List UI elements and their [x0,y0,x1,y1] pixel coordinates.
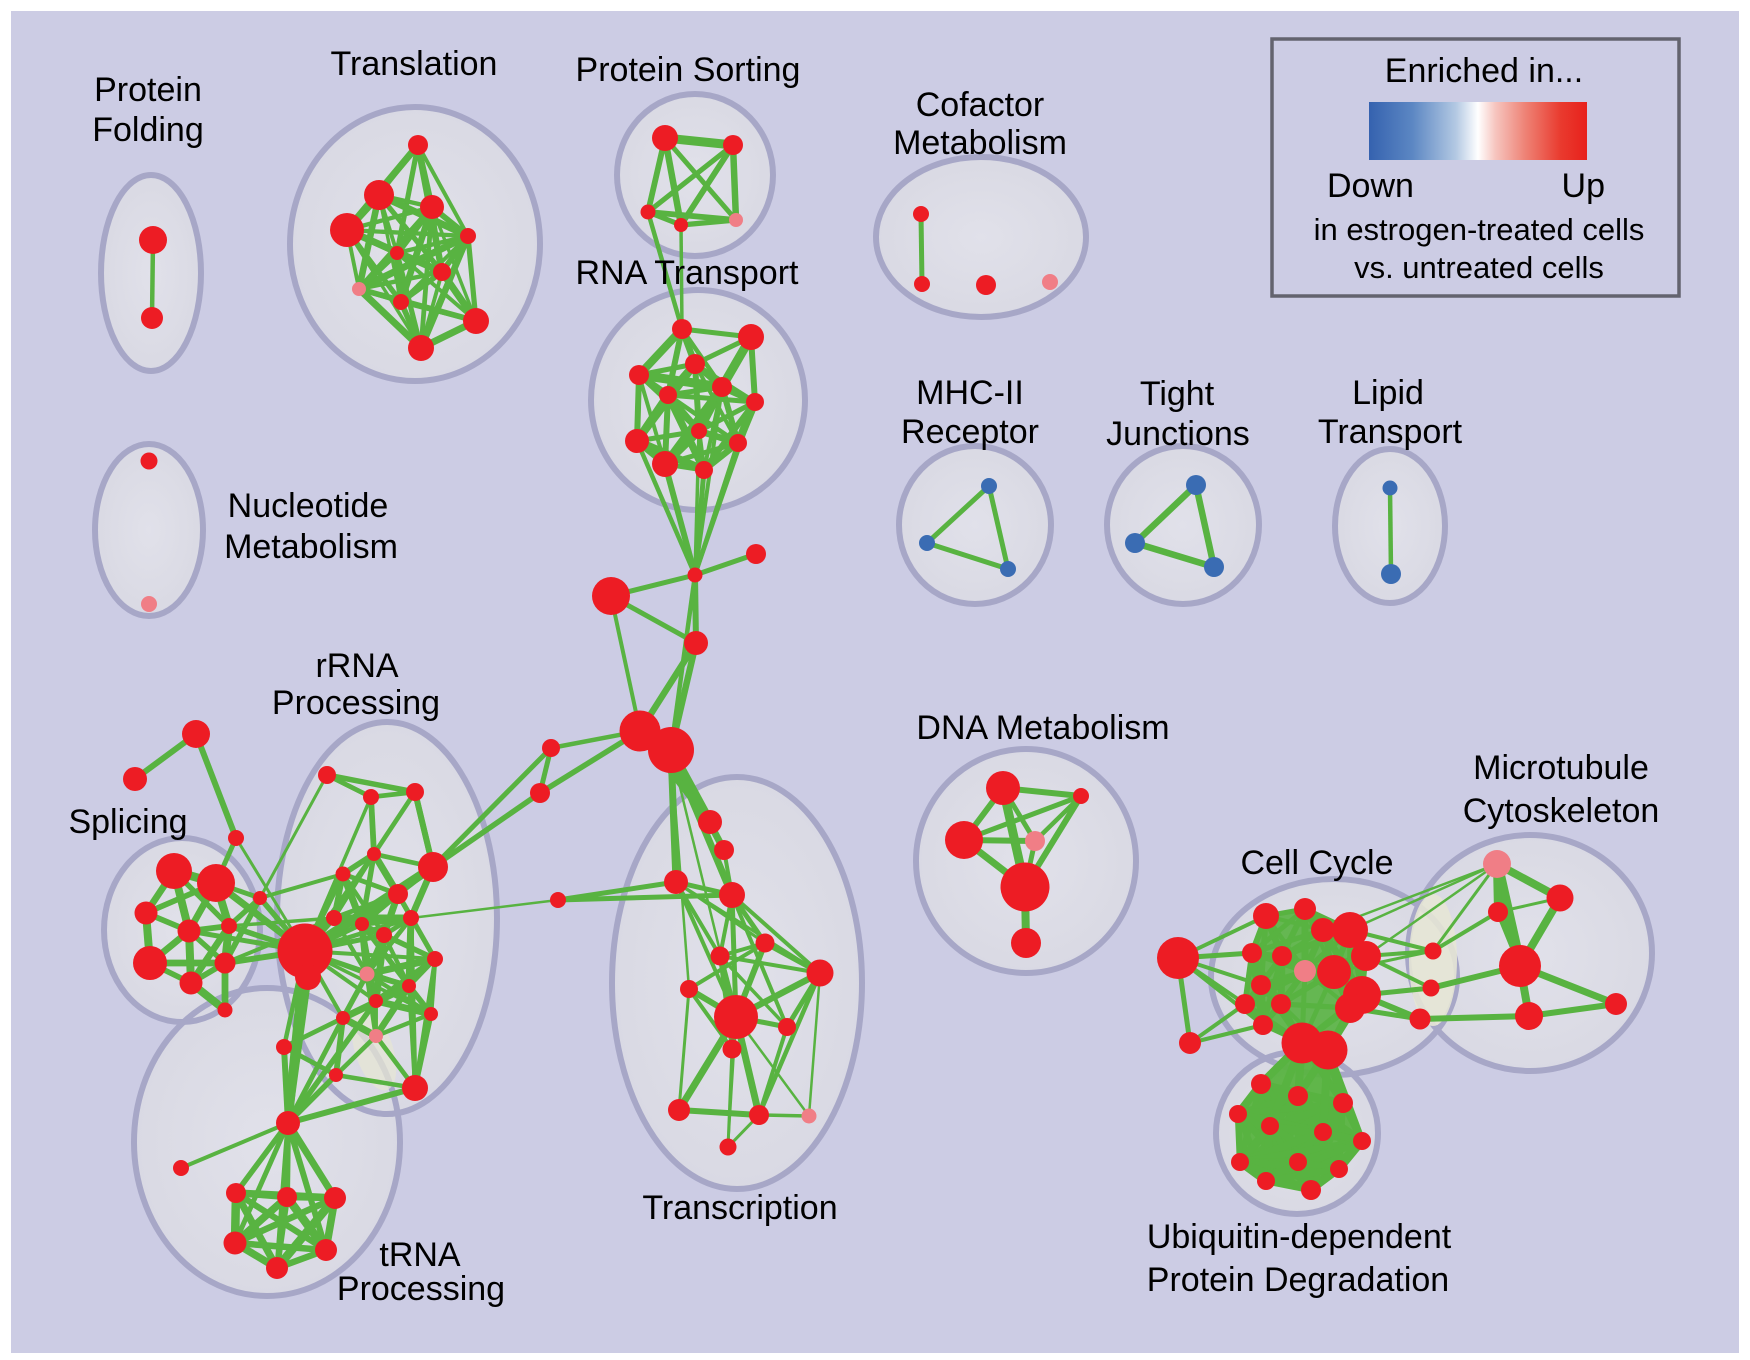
svg-text:RNA Transport: RNA Transport [576,254,800,292]
svg-text:vs. untreated cells: vs. untreated cells [1354,250,1604,285]
svg-text:Receptor: Receptor [901,413,1039,451]
svg-text:Protein: Protein [94,71,202,109]
svg-text:in estrogen-treated cells: in estrogen-treated cells [1314,212,1645,247]
svg-text:Splicing: Splicing [68,803,187,841]
svg-text:Transcription: Transcription [642,1189,837,1227]
svg-text:DNA Metabolism: DNA Metabolism [916,709,1169,747]
svg-text:Metabolism: Metabolism [893,124,1067,162]
svg-text:tRNA: tRNA [379,1236,461,1274]
svg-text:Lipid: Lipid [1352,374,1424,412]
svg-text:Translation: Translation [331,45,498,83]
svg-text:Junctions: Junctions [1106,415,1250,453]
svg-text:Cell Cycle: Cell Cycle [1240,844,1393,882]
svg-text:Protein Sorting: Protein Sorting [576,51,801,89]
svg-text:Processing: Processing [272,684,440,722]
svg-text:rRNA: rRNA [315,647,398,685]
svg-text:Up: Up [1562,167,1605,205]
svg-text:Cofactor: Cofactor [916,86,1045,124]
svg-text:MHC-II: MHC-II [916,374,1024,412]
svg-text:Cytoskeleton: Cytoskeleton [1463,792,1660,830]
svg-text:Transport: Transport [1318,413,1463,451]
svg-text:Tight: Tight [1140,375,1215,413]
svg-text:Protein Degradation: Protein Degradation [1147,1261,1449,1299]
svg-text:Down: Down [1327,167,1414,205]
svg-text:Processing: Processing [337,1270,505,1308]
svg-text:Folding: Folding [92,111,204,149]
svg-text:Metabolism: Metabolism [224,528,398,566]
svg-text:Ubiquitin-dependent: Ubiquitin-dependent [1147,1218,1452,1256]
svg-text:Nucleotide: Nucleotide [228,487,389,525]
svg-text:Microtubule: Microtubule [1473,749,1649,787]
svg-text:Enriched in...: Enriched in... [1385,52,1583,90]
